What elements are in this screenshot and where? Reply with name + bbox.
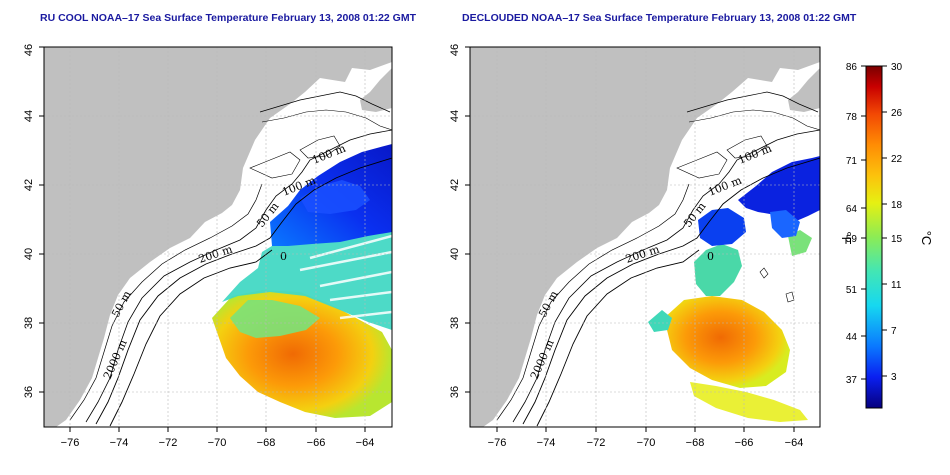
lon-tick-label: −76	[61, 437, 80, 449]
fahrenheit-tick: 78	[846, 112, 858, 123]
isobath-2000m	[536, 249, 700, 427]
isobath-100m	[85, 129, 392, 423]
right-map-title: DECLOUDED NOAA–17 Sea Surface Temperatur…	[462, 12, 857, 24]
fahrenheit-tick: 59	[846, 234, 858, 245]
land-mass	[44, 47, 392, 427]
lon-tick-label: −76	[488, 437, 507, 449]
isobath-50m	[69, 183, 263, 421]
lat-tick-label: 36	[449, 386, 461, 398]
lon-tick-label: −74	[537, 437, 556, 449]
celsius-tick: 30	[891, 62, 903, 73]
lat-tick-label: 42	[449, 179, 461, 191]
colorbar-gradient	[865, 65, 883, 409]
lon-tick-label: −70	[637, 437, 656, 449]
fahrenheit-tick: 71	[846, 156, 858, 167]
lon-tick-label: −74	[110, 437, 129, 449]
sst-cold-region	[698, 208, 746, 246]
celsius-unit-label: °C	[919, 231, 934, 246]
celsius-tick: 11	[891, 280, 902, 291]
lat-tick-label: 36	[23, 386, 35, 398]
left-map-panel: 100 m 100 m 50 m 200 m 50 m 2000 m 0	[23, 44, 393, 449]
fahrenheit-tick: 86	[846, 62, 858, 73]
lat-tick-label: 40	[23, 248, 35, 260]
right-map-panel: 100 m 100 m 50 m 200 m 50 m 2000 m 0	[449, 44, 821, 449]
fahrenheit-tick: 51	[846, 285, 858, 296]
sst-mid-region	[694, 244, 742, 296]
fahrenheit-tick: 44	[846, 332, 858, 343]
lon-tick-label: −64	[356, 437, 375, 449]
contour-label-zero: 0	[280, 250, 287, 263]
lon-tick-label: −72	[159, 437, 178, 449]
lon-tick-label: −66	[735, 437, 754, 449]
lat-tick-label: 44	[23, 110, 35, 122]
sst-warm-region	[664, 296, 790, 388]
celsius-tick: 7	[891, 326, 897, 337]
lon-tick-label: −68	[257, 437, 276, 449]
sst-mid-region	[222, 226, 392, 330]
isobath-2000m	[109, 249, 273, 427]
lat-tick-label: 44	[449, 110, 461, 122]
lat-tick-label: 46	[449, 44, 461, 56]
celsius-tick: 3	[891, 372, 897, 383]
lon-tick-label: −64	[785, 437, 804, 449]
graticule	[470, 47, 820, 427]
lat-tick-label: 38	[23, 317, 35, 329]
lon-tick-label: −68	[686, 437, 705, 449]
isobath-100m	[512, 129, 820, 423]
celsius-tick: 22	[891, 154, 903, 165]
land-mass	[470, 47, 820, 427]
lat-tick-label: 42	[23, 179, 35, 191]
lon-tick-label: −70	[208, 437, 227, 449]
fahrenheit-tick: 37	[846, 375, 858, 386]
lat-tick-label: 38	[449, 317, 461, 329]
lat-tick-label: 46	[23, 44, 35, 56]
lon-tick-label: −72	[587, 437, 606, 449]
fahrenheit-unit-label: °F	[839, 231, 854, 244]
lat-tick-label: 40	[449, 248, 461, 260]
contour-label-zero: 0	[707, 250, 714, 263]
lon-tick-label: −66	[307, 437, 326, 449]
celsius-tick: 18	[891, 200, 903, 211]
temperature-colorbar: 86 78 71 64 59 51 44 37 30 26 22 18 15 1…	[839, 62, 934, 409]
isobath-50m	[496, 183, 690, 421]
fahrenheit-tick: 64	[846, 204, 858, 215]
celsius-tick: 26	[891, 108, 903, 119]
celsius-tick: 15	[891, 234, 903, 245]
left-map-title: RU COOL NOAA–17 Sea Surface Temperature …	[40, 12, 417, 24]
graticule	[44, 47, 392, 427]
